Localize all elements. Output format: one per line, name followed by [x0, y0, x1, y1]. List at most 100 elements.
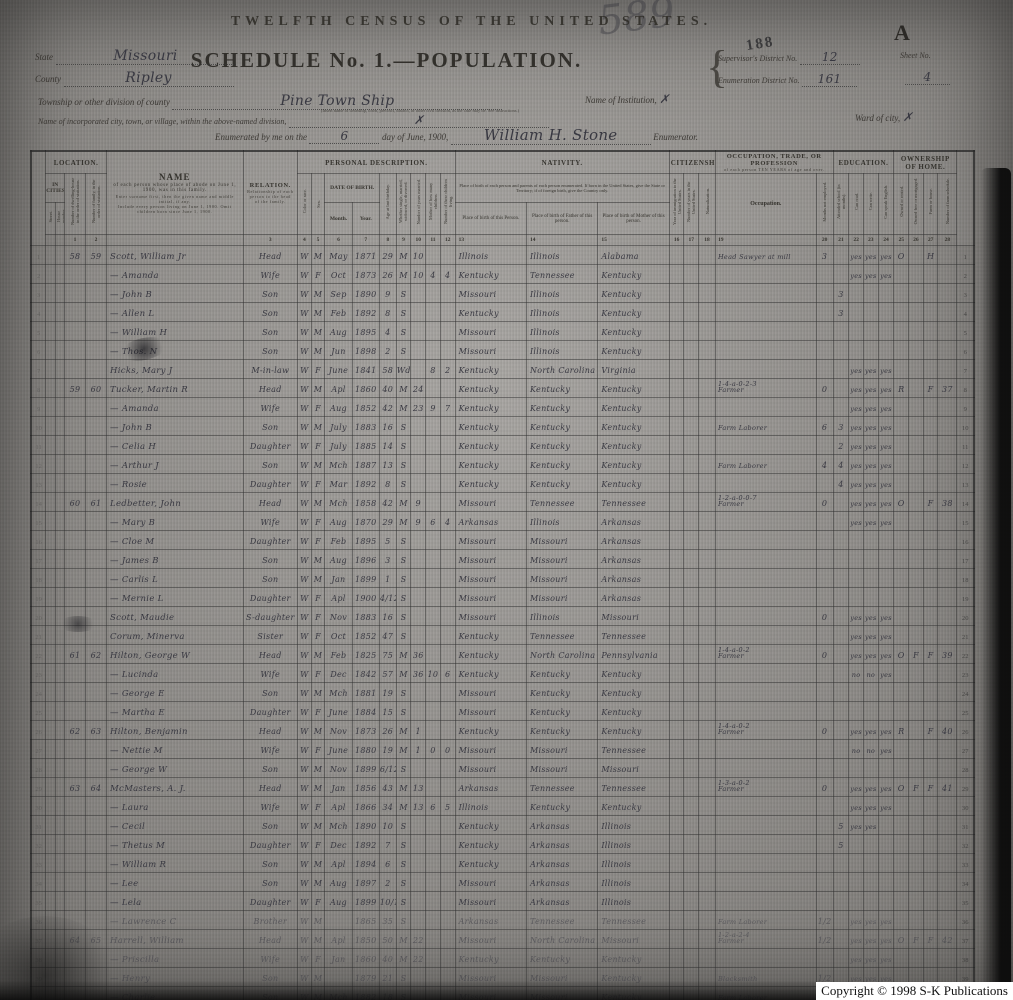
sheet-letter: A [894, 20, 910, 45]
table-cell [439, 758, 456, 778]
table-cell: 23 [30, 663, 47, 683]
table-cell: Kentucky [454, 644, 527, 664]
table-cell [425, 625, 441, 645]
table-cell [937, 283, 958, 303]
table-row: 10— John B Son W M July 1883 16 S Kentucky Kentuc… [30, 416, 975, 436]
table-cell [410, 891, 427, 911]
table-cell: 26 [378, 264, 397, 284]
county-label: County [35, 74, 61, 84]
table-cell: 8 [956, 378, 975, 398]
table-cell [832, 739, 850, 759]
table-cell [683, 720, 700, 740]
scan-edge-band [981, 168, 1011, 994]
table-cell: Kentucky [597, 283, 670, 303]
table-cell: yes [862, 378, 879, 398]
table-cell: 25 [30, 701, 47, 721]
table-cell: Illinois [597, 853, 670, 873]
table-cell: 34 [956, 872, 975, 892]
table-cell: F [310, 663, 326, 683]
table-cell [85, 511, 108, 531]
enumeration-value: 161 [802, 72, 858, 87]
table-cell [714, 682, 817, 702]
table-row: 1 58 59 Scott, William Jr Head W M May 1871 29 M 10… [30, 245, 975, 265]
table-cell: Mch [324, 454, 353, 474]
enumerated-day: 6 [309, 129, 380, 144]
table-row: 4 — Allen L Son W M Feb 1892 8 S Kentucky Illinois… [30, 302, 975, 322]
table-cell: 10/12 [378, 891, 397, 911]
table-cell [908, 891, 924, 911]
table-cell [425, 758, 441, 778]
table-cell [815, 549, 834, 569]
supervisor-label: Supervisor's District No. [718, 54, 798, 63]
table-cell [908, 663, 924, 683]
table-cell: Apl [324, 378, 353, 398]
table-cell [832, 340, 850, 360]
table-cell: Arkansas [597, 530, 670, 550]
table-cell [922, 796, 939, 816]
table-cell: Missouri [454, 321, 527, 341]
table-cell [425, 815, 441, 835]
table-cell: 61 [85, 492, 108, 512]
table-cell [908, 701, 924, 721]
table-cell: Tennessee [525, 625, 599, 645]
table-cell: S [395, 701, 412, 721]
table-cell: 41 [937, 777, 958, 797]
table-cell: 1883 [351, 416, 380, 436]
table-cell: 36 [956, 910, 975, 930]
table-cell [64, 397, 87, 417]
table-cell: Hilton, George W [106, 644, 244, 664]
right-line-number-header [956, 150, 975, 246]
table-cell [848, 701, 864, 721]
table-cell: 1890 [351, 283, 380, 303]
table-cell [877, 549, 895, 569]
table-cell [683, 568, 700, 588]
table-cell: 58 [64, 245, 87, 265]
table-cell [54, 245, 66, 265]
table-cell [922, 454, 939, 474]
table-cell: 39 [937, 644, 958, 664]
table-cell: 1885 [351, 435, 380, 455]
table-cell: 1858 [351, 492, 380, 512]
table-cell: 18 [956, 568, 975, 588]
table-cell: Kentucky [525, 701, 599, 721]
table-cell: — William H [106, 321, 244, 341]
table-cell: Illinois [525, 283, 599, 303]
table-cell [937, 891, 958, 911]
table-cell: Arkansas [597, 511, 670, 531]
table-cell [668, 739, 685, 759]
table-cell: yes [862, 910, 879, 930]
table-cell: 10 [410, 264, 427, 284]
table-cell [815, 397, 834, 417]
table-cell [908, 454, 924, 474]
dob-header: DATE OF BIRTH. [324, 173, 380, 203]
table-cell [410, 587, 427, 607]
table-cell: Farm Laborer [714, 454, 817, 474]
table-cell: S [395, 454, 412, 474]
table-cell [893, 834, 910, 854]
table-cell: 1/2 [815, 929, 834, 949]
table-cell [668, 910, 685, 930]
sheet-value: 4 [905, 70, 950, 85]
table-cell: F [310, 511, 326, 531]
table-cell [425, 853, 441, 873]
table-cell [54, 777, 66, 797]
table-cell: Scott, William Jr [106, 245, 244, 265]
table-cell [908, 435, 924, 455]
table-cell: R [893, 378, 910, 398]
table-cell [698, 397, 716, 417]
table-cell [862, 587, 879, 607]
table-cell: yes [877, 910, 895, 930]
table-cell: — Amanda [106, 397, 244, 417]
table-cell: 5 [378, 530, 397, 550]
table-cell: 3 [832, 302, 850, 322]
table-cell: Son [242, 815, 299, 835]
table-cell: Harrell, William [106, 929, 244, 949]
table-cell: no [862, 663, 879, 683]
institution-mark: ✗ [659, 92, 670, 106]
table-cell [714, 264, 817, 284]
table-cell [45, 777, 56, 797]
table-cell [714, 663, 817, 683]
table-cell: Kentucky [525, 663, 599, 683]
table-cell [54, 587, 66, 607]
table-cell: 37 [956, 929, 975, 949]
